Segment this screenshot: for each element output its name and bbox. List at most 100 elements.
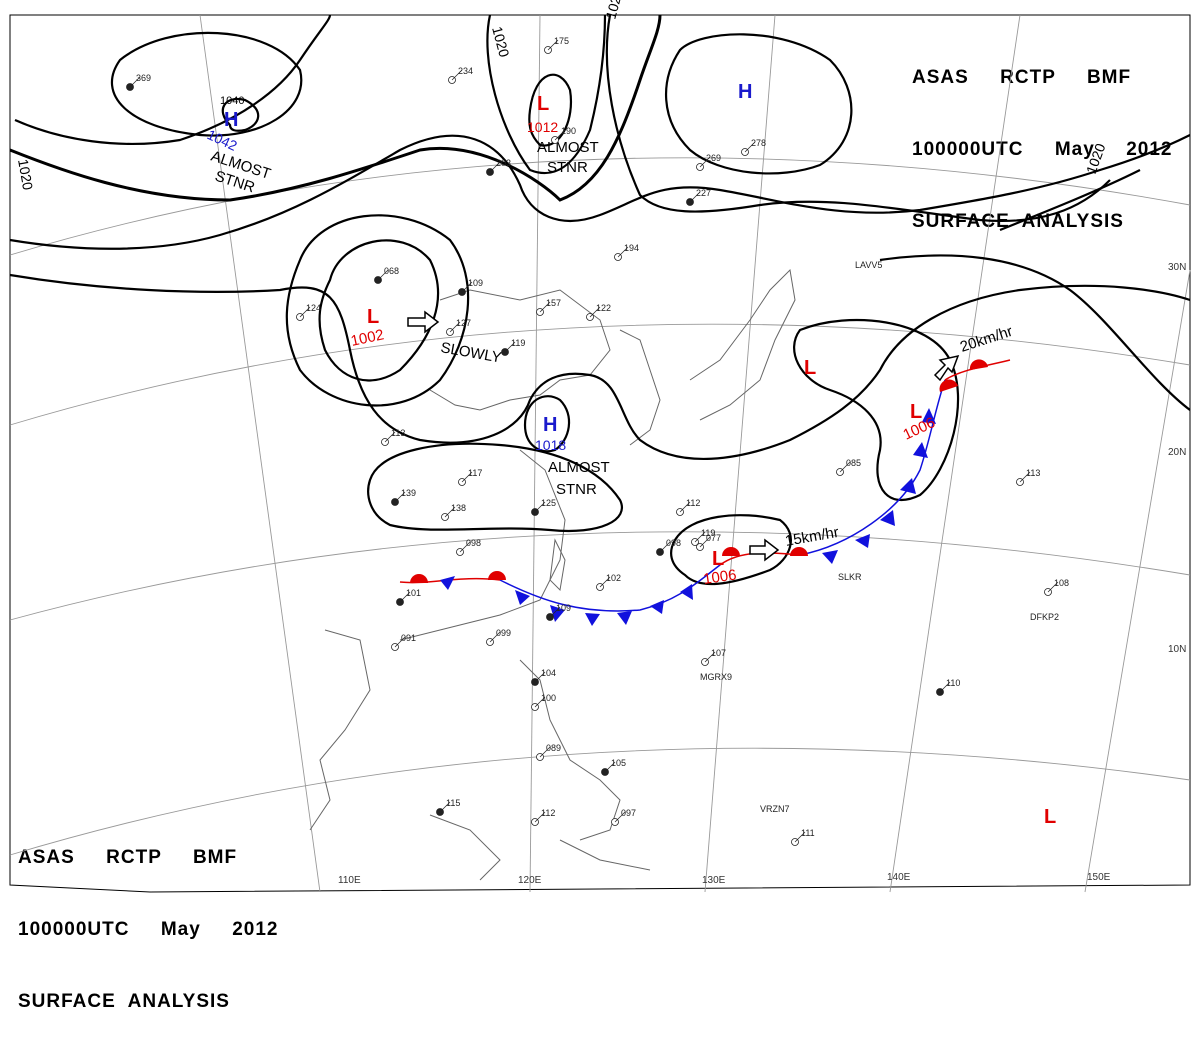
wind-barb [439, 801, 451, 813]
warm-front-semicircle [969, 359, 988, 370]
station-pressure: 139 [401, 488, 416, 498]
cold-front-triangle [515, 590, 530, 605]
isobar-1020-main [9, 14, 662, 202]
lon-line-140e [889, 14, 1021, 893]
station-pressure: 227 [696, 188, 711, 198]
wind-barb [939, 681, 951, 693]
lon-label-140e: 140E [887, 872, 911, 883]
high-nw-symbol: H [224, 109, 238, 131]
pressure-centers: H 1040 1042 ALMOST STNR L 1012 ALMOST ST… [205, 81, 1056, 828]
station-pressure: 077 [706, 533, 721, 543]
wind-barb [839, 461, 851, 473]
wind-barb [659, 541, 671, 553]
low-north-motion-2: STNR [547, 159, 588, 176]
wind-barb [547, 39, 559, 51]
cold-front-south [499, 564, 721, 612]
wind-barb [604, 761, 616, 773]
wind-barb [489, 161, 501, 173]
motion-arrow-west-low [407, 310, 440, 334]
low-south-symbol: L [712, 548, 724, 570]
station-pressure: 138 [451, 503, 466, 513]
isobar-high-center [523, 395, 571, 453]
lon-line-110e [199, 14, 321, 893]
isobar-high-nw-center [221, 97, 260, 132]
header-line1: ASAS RCTP BMF [18, 847, 238, 868]
wind-barb [699, 156, 711, 168]
isobar-mid [9, 134, 1191, 250]
ship-label: SLKR [838, 572, 862, 582]
wind-barb [384, 431, 396, 443]
station-pressure: 097 [621, 808, 636, 818]
low-west-value: 1002 [349, 326, 385, 350]
wind-barb [1047, 581, 1059, 593]
wind-barb [399, 591, 411, 603]
station-pressure: 102 [606, 573, 621, 583]
cold-front-triangle [650, 600, 664, 614]
isobar-east-tail [879, 254, 1191, 411]
wind-barb [699, 536, 711, 548]
station-pressure: 124 [306, 303, 321, 313]
wind-barb [489, 631, 501, 643]
header-line1: ASAS RCTP BMF [912, 67, 1132, 88]
station-pressure: 369 [136, 73, 151, 83]
high-center-symbol: H [543, 414, 557, 436]
warm-front-semicircle [722, 547, 740, 556]
isobar-south-ring [367, 442, 623, 532]
motion-arrows [407, 310, 960, 562]
lon-label-120e: 120E [518, 875, 542, 886]
station-pressure: 234 [458, 66, 473, 76]
station-pressure: 108 [1054, 578, 1069, 588]
wind-barb [534, 501, 546, 513]
station-pressure: 278 [751, 138, 766, 148]
wind-barb [534, 811, 546, 823]
low-west-motion: SLOWLY [439, 339, 502, 366]
ship-label: LAVV5 [855, 260, 882, 270]
low-east-b-value: 1006 [901, 414, 938, 444]
low-east-b-symbol: L [910, 401, 922, 423]
station-pressure: 105 [611, 758, 626, 768]
wind-barb [617, 246, 629, 258]
station-pressure: 107 [711, 648, 726, 658]
philippines-coast [519, 659, 621, 841]
station-pressure: 098 [666, 538, 681, 548]
low-se-symbol: L [1044, 806, 1056, 828]
cold-front-triangle [822, 550, 838, 564]
low-north-motion-1: ALMOST [537, 139, 599, 156]
station-pressure: 203 [496, 158, 511, 168]
low-south-value: 1006 [702, 566, 737, 587]
lat-line-0 [9, 747, 1191, 856]
wind-barb [704, 651, 716, 663]
station-pressure: 085 [846, 458, 861, 468]
isobar-label-n2: 1020 [602, 0, 626, 21]
station-pressure: 269 [706, 153, 721, 163]
wind-barb [451, 69, 463, 81]
high-center-value: 1018 [535, 437, 566, 453]
low-north-symbol: L [537, 93, 549, 115]
header-top: ASAS RCTP BMF 100000UTC May 2012 SURFACE… [912, 18, 1172, 258]
high-center-motion-2: STNR [556, 481, 597, 498]
cold-front-east [799, 379, 946, 556]
cold-front-triangle [913, 442, 928, 458]
station-pressure: 115 [446, 798, 460, 808]
station-pressure: 190 [561, 126, 576, 136]
isobar-low-east [793, 318, 960, 501]
isobar-label-nw: 1020 [15, 158, 36, 192]
wind-barb [449, 321, 461, 333]
station-pressure: 091 [401, 633, 416, 643]
lat-label-10n: 10N [1168, 644, 1186, 655]
wind-barb [394, 491, 406, 503]
lon-label-150e: 150E [1087, 872, 1111, 883]
station-pressure: 112 [686, 498, 700, 508]
wind-barb [534, 671, 546, 683]
wind-barb [694, 531, 706, 543]
station-pressure: 110 [946, 678, 960, 688]
map-border [9, 14, 1191, 893]
lon-line-130e [704, 14, 776, 893]
warm-front-semicircle [939, 379, 958, 392]
ship-label: DFKP2 [1030, 612, 1059, 622]
station-pressure: 101 [406, 588, 421, 598]
wind-barb [504, 341, 516, 353]
wind-barb [459, 541, 471, 553]
station-pressure: 194 [624, 243, 639, 253]
china-coast [399, 449, 566, 641]
